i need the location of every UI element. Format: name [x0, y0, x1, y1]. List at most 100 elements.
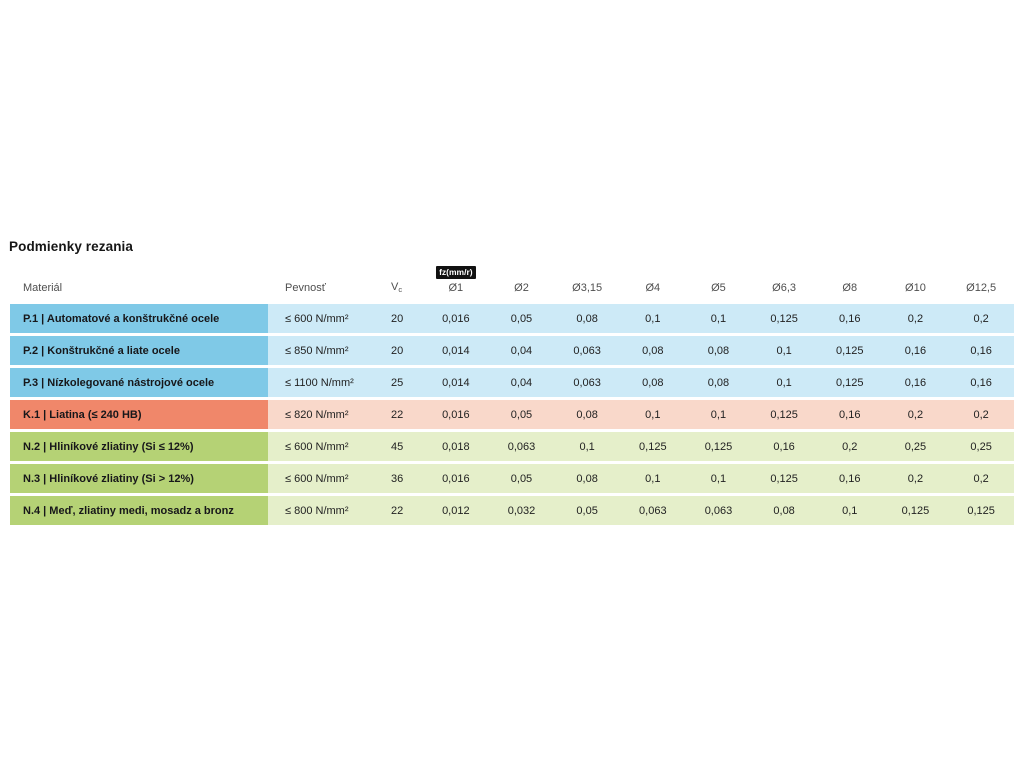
fz-value-cell: 0,1 [554, 432, 620, 461]
fz-value-cell: 0,1 [816, 496, 883, 525]
vc-label: V [391, 281, 399, 293]
table-row: K.1 | Liatina (≤ 240 HB) ≤ 820 N/mm² 22 … [10, 400, 1014, 429]
fz-value-cell: 0,125 [751, 400, 817, 429]
material-cell: N.3 | Hliníkové zliatiny (Si > 12%) [10, 464, 268, 493]
fz-value-cell: 0,2 [948, 400, 1014, 429]
material-cell: P.2 | Konštrukčné a liate ocele [10, 336, 268, 365]
col-header-d7: Ø8 [842, 282, 858, 294]
fz-value-cell: 0,2 [882, 464, 949, 493]
col-header-material: Materiál [23, 282, 63, 294]
fz-value-cell: 0,125 [816, 336, 883, 365]
fz-value-cell: 0,08 [554, 304, 620, 333]
fz-value-cell: 0,08 [554, 400, 620, 429]
fz-value-cell: 0,05 [488, 464, 555, 493]
fz-value-cell: 0,08 [554, 464, 620, 493]
fz-value-cell: 0,1 [685, 464, 752, 493]
fz-value-cell: 0,063 [619, 496, 686, 525]
fz-value-cell: 0,1 [619, 400, 686, 429]
fz-value-cell: 0,1 [751, 336, 817, 365]
strength-cell: ≤ 600 N/mm² [268, 464, 374, 493]
fz-value-cell: 0,2 [882, 304, 949, 333]
material-cell: P.1 | Automatové a konštrukčné ocele [10, 304, 268, 333]
fz-value-cell: 0,05 [554, 496, 620, 525]
fz-value-cell: 0,125 [948, 496, 1014, 525]
fz-value-cell: 0,014 [423, 336, 489, 365]
fz-value-cell: 0,125 [816, 368, 883, 397]
fz-value-cell: 0,16 [751, 432, 817, 461]
fz-value-cell: 0,16 [816, 304, 883, 333]
strength-cell: ≤ 1100 N/mm² [268, 368, 374, 397]
fz-value-cell: 0,063 [685, 496, 752, 525]
col-header-d5: Ø5 [711, 282, 726, 294]
fz-value-cell: 0,05 [488, 304, 555, 333]
fz-value-cell: 0,2 [948, 304, 1014, 333]
fz-value-cell: 0,05 [488, 400, 555, 429]
fz-value-cell: 0,16 [882, 368, 949, 397]
d1-label: Ø1 [448, 282, 464, 294]
fz-value-cell: 0,04 [488, 336, 555, 365]
fz-value-cell: 0,125 [619, 432, 686, 461]
col-header-d2: Ø2 [514, 282, 529, 294]
strength-cell: ≤ 850 N/mm² [268, 336, 374, 365]
fz-value-cell: 0,125 [882, 496, 949, 525]
fz-value-cell: 0,16 [948, 336, 1014, 365]
vc-subscript: c [398, 285, 403, 294]
fz-value-cell: 0,16 [948, 368, 1014, 397]
fz-value-cell: 0,08 [685, 368, 752, 397]
vc-cell: 22 [374, 400, 423, 429]
material-cell: N.2 | Hliníkové zliatiny (Si ≤ 12%) [10, 432, 268, 461]
fz-value-cell: 0,16 [882, 336, 949, 365]
fz-value-cell: 0,125 [751, 304, 817, 333]
fz-value-cell: 0,08 [619, 336, 686, 365]
fz-value-cell: 0,2 [948, 464, 1014, 493]
fz-value-cell: 0,125 [751, 464, 817, 493]
table-row: P.3 | Nízkolegované nástrojové ocele ≤ 1… [10, 368, 1014, 397]
cutting-conditions-section: Materiál Pevnosť Vc fz(mm/r) Ø1 Ø2 Ø3,15… [10, 258, 1014, 528]
col-header-d1: fz(mm/r) Ø1 [423, 261, 489, 301]
vc-cell: 45 [374, 432, 423, 461]
material-cell: N.4 | Meď, zliatiny medi, mosadz a bronz [10, 496, 268, 525]
strength-cell: ≤ 600 N/mm² [268, 432, 374, 461]
material-cell: K.1 | Liatina (≤ 240 HB) [10, 400, 268, 429]
fz-value-cell: 0,16 [816, 400, 883, 429]
strength-cell: ≤ 800 N/mm² [268, 496, 374, 525]
col-header-vc: Vc [374, 261, 423, 301]
fz-value-cell: 0,2 [882, 400, 949, 429]
fz-value-cell: 0,04 [488, 368, 555, 397]
fz-value-cell: 0,014 [423, 368, 489, 397]
col-header-strength: Pevnosť [285, 282, 326, 294]
table-row: N.3 | Hliníkové zliatiny (Si > 12%) ≤ 60… [10, 464, 1014, 493]
table-row: N.4 | Meď, zliatiny medi, mosadz a bronz… [10, 496, 1014, 525]
page-title: Podmienky rezania [9, 239, 133, 254]
fz-value-cell: 0,08 [619, 368, 686, 397]
strength-cell: ≤ 600 N/mm² [268, 304, 374, 333]
table-row: N.2 | Hliníkové zliatiny (Si ≤ 12%) ≤ 60… [10, 432, 1014, 461]
vc-cell: 36 [374, 464, 423, 493]
cutting-conditions-table: Materiál Pevnosť Vc fz(mm/r) Ø1 Ø2 Ø3,15… [10, 258, 1014, 528]
fz-value-cell: 0,2 [816, 432, 883, 461]
fz-value-cell: 0,25 [882, 432, 949, 461]
fz-value-cell: 0,016 [423, 400, 489, 429]
fz-value-cell: 0,1 [685, 400, 752, 429]
fz-value-cell: 0,063 [488, 432, 555, 461]
fz-value-cell: 0,08 [751, 496, 817, 525]
col-header-d6: Ø6,3 [772, 282, 797, 294]
fz-value-cell: 0,1 [685, 304, 752, 333]
fz-value-cell: 0,016 [423, 304, 489, 333]
fz-value-cell: 0,032 [488, 496, 555, 525]
fz-value-cell: 0,08 [685, 336, 752, 365]
vc-cell: 20 [374, 336, 423, 365]
fz-value-cell: 0,1 [619, 304, 686, 333]
col-header-d3: Ø3,15 [572, 282, 603, 294]
col-header-d8: Ø10 [905, 282, 926, 294]
fz-value-cell: 0,25 [948, 432, 1014, 461]
fz-value-cell: 0,016 [423, 464, 489, 493]
fz-value-cell: 0,063 [554, 336, 620, 365]
fz-value-cell: 0,012 [423, 496, 489, 525]
material-cell: P.3 | Nízkolegované nástrojové ocele [10, 368, 268, 397]
fz-value-cell: 0,16 [816, 464, 883, 493]
fz-value-cell: 0,1 [751, 368, 817, 397]
table-row: P.1 | Automatové a konštrukčné ocele ≤ 6… [10, 304, 1014, 333]
fz-value-cell: 0,018 [423, 432, 489, 461]
vc-cell: 22 [374, 496, 423, 525]
